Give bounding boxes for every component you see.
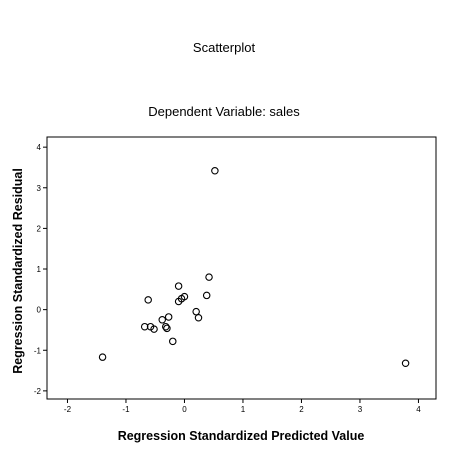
x-tick-label: 4 (416, 405, 421, 414)
data-point (401, 359, 410, 368)
chart-subtitle: Dependent Variable: sales (148, 104, 300, 119)
y-tick-label: 2 (37, 224, 42, 233)
data-point (180, 292, 189, 301)
y-tick-label: 1 (37, 265, 42, 274)
y-tick-label: -2 (34, 387, 42, 396)
data-point (164, 313, 173, 321)
data-point (211, 166, 219, 175)
data-point (158, 316, 166, 324)
plot-frame (46, 136, 437, 400)
y-tick-label: 0 (37, 306, 42, 315)
x-tick-label: -1 (122, 405, 130, 414)
y-tick-label: 4 (37, 143, 42, 152)
chart-title: Scatterplot (193, 40, 256, 55)
x-axis-ticks: -2 -1 0 1 2 3 4 (64, 399, 421, 414)
x-tick-label: -2 (64, 405, 72, 414)
data-point (194, 314, 203, 322)
data-point (163, 324, 171, 333)
x-tick-label: 3 (358, 405, 363, 414)
data-point (161, 322, 170, 331)
data-point (169, 337, 177, 346)
data-point (140, 322, 149, 331)
data-points (98, 166, 410, 368)
x-axis-label: Regression Standardized Predicted Value (118, 429, 365, 443)
y-tick-label: -1 (34, 346, 42, 355)
data-point (144, 296, 152, 304)
data-point (174, 282, 183, 290)
x-tick-label: 2 (299, 405, 304, 414)
data-point (205, 273, 213, 281)
y-axis-ticks: 4 3 2 1 0 -1 -2 (34, 143, 47, 396)
data-point (192, 307, 200, 316)
data-point (98, 353, 107, 361)
y-tick-label: 3 (37, 184, 42, 193)
x-tick-label: 0 (182, 405, 187, 414)
data-point (150, 325, 158, 333)
x-tick-label: 1 (241, 405, 246, 414)
data-point (202, 291, 211, 300)
y-axis-label: Regression Standardized Residual (11, 168, 25, 374)
